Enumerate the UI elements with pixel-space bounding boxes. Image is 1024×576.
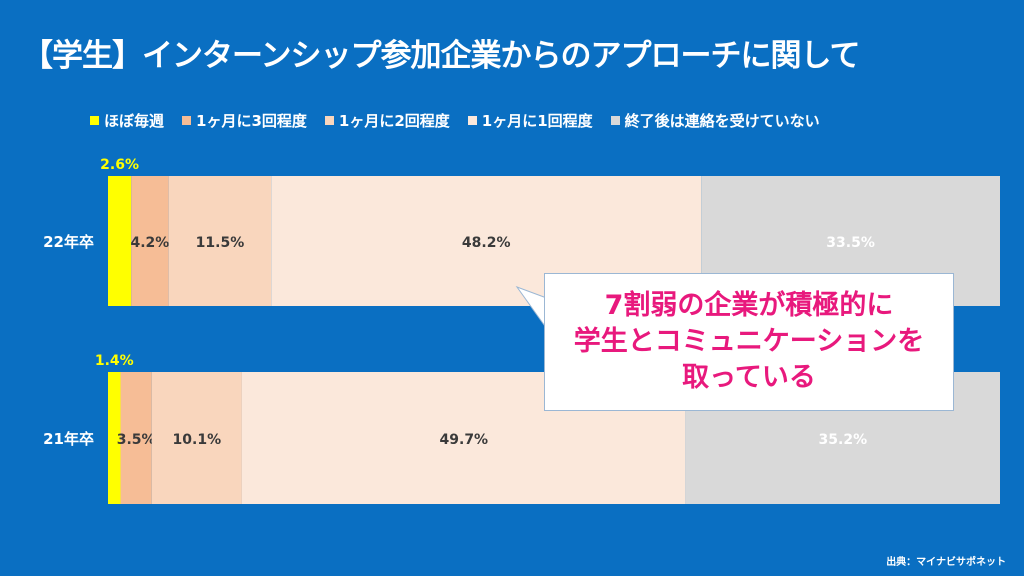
legend-swatch [467,116,477,125]
bar-segment [131,176,169,306]
category-label: 21年卒 [43,430,94,448]
chart-title: 【学生】インターンシップ参加企業からのアプローチに関して [22,38,861,74]
category-label: 22年卒 [43,233,94,251]
chart-legend: ほぼ毎週 1ヶ月に3回程度 1ヶ月に2回程度 1ヶ月に1回程度 終了後は連絡を受けていな… [90,110,820,131]
legend-item: 終了後は連絡を受けていない [610,110,820,131]
callout-text-line: 学生とコミュニケーションを [573,326,925,357]
legend-label: ほぼ毎週 [104,112,165,130]
legend-item: 1ヶ月に2回程度 [324,110,450,131]
data-label: 4.2% [131,235,170,251]
data-label: 10.1% [173,432,222,448]
bar-segment [120,372,152,504]
bar-segment [168,176,272,306]
data-label: 48.2% [462,235,511,251]
legend-swatch [90,116,99,125]
legend-label: 1ヶ月に1回程度 [481,112,593,130]
legend-swatch [324,116,334,125]
callout-text-line: 7割弱の企業が積極的に [604,290,894,321]
data-label: 49.7% [440,432,489,448]
legend-swatch [610,116,620,125]
data-label: 35.2% [819,432,868,448]
legend-label: 1ヶ月に2回程度 [338,112,450,130]
data-label: 2.6% [100,157,139,173]
source-note: 出典：マイナビサポネット [886,557,1006,568]
legend-swatch [182,116,192,125]
bar-segment [108,372,121,504]
data-label: 11.5% [196,235,245,251]
data-label: 1.4% [95,353,134,369]
callout-box: 7割弱の企業が積極的に 学生とコミュニケーションを 取っている [544,273,954,411]
callout-text-line: 取っている [682,362,816,393]
legend-label: 終了後は連絡を受けていない [624,112,820,130]
legend-item: 1ヶ月に3回程度 [182,110,307,131]
legend-item: ほぼ毎週 [90,110,164,131]
data-label: 3.5% [117,432,156,448]
data-label: 33.5% [826,235,875,251]
legend-label: 1ヶ月に3回程度 [196,112,307,130]
bar-segment [151,372,242,504]
legend-item: 1ヶ月に1回程度 [467,110,593,131]
bar-segment [108,176,132,306]
